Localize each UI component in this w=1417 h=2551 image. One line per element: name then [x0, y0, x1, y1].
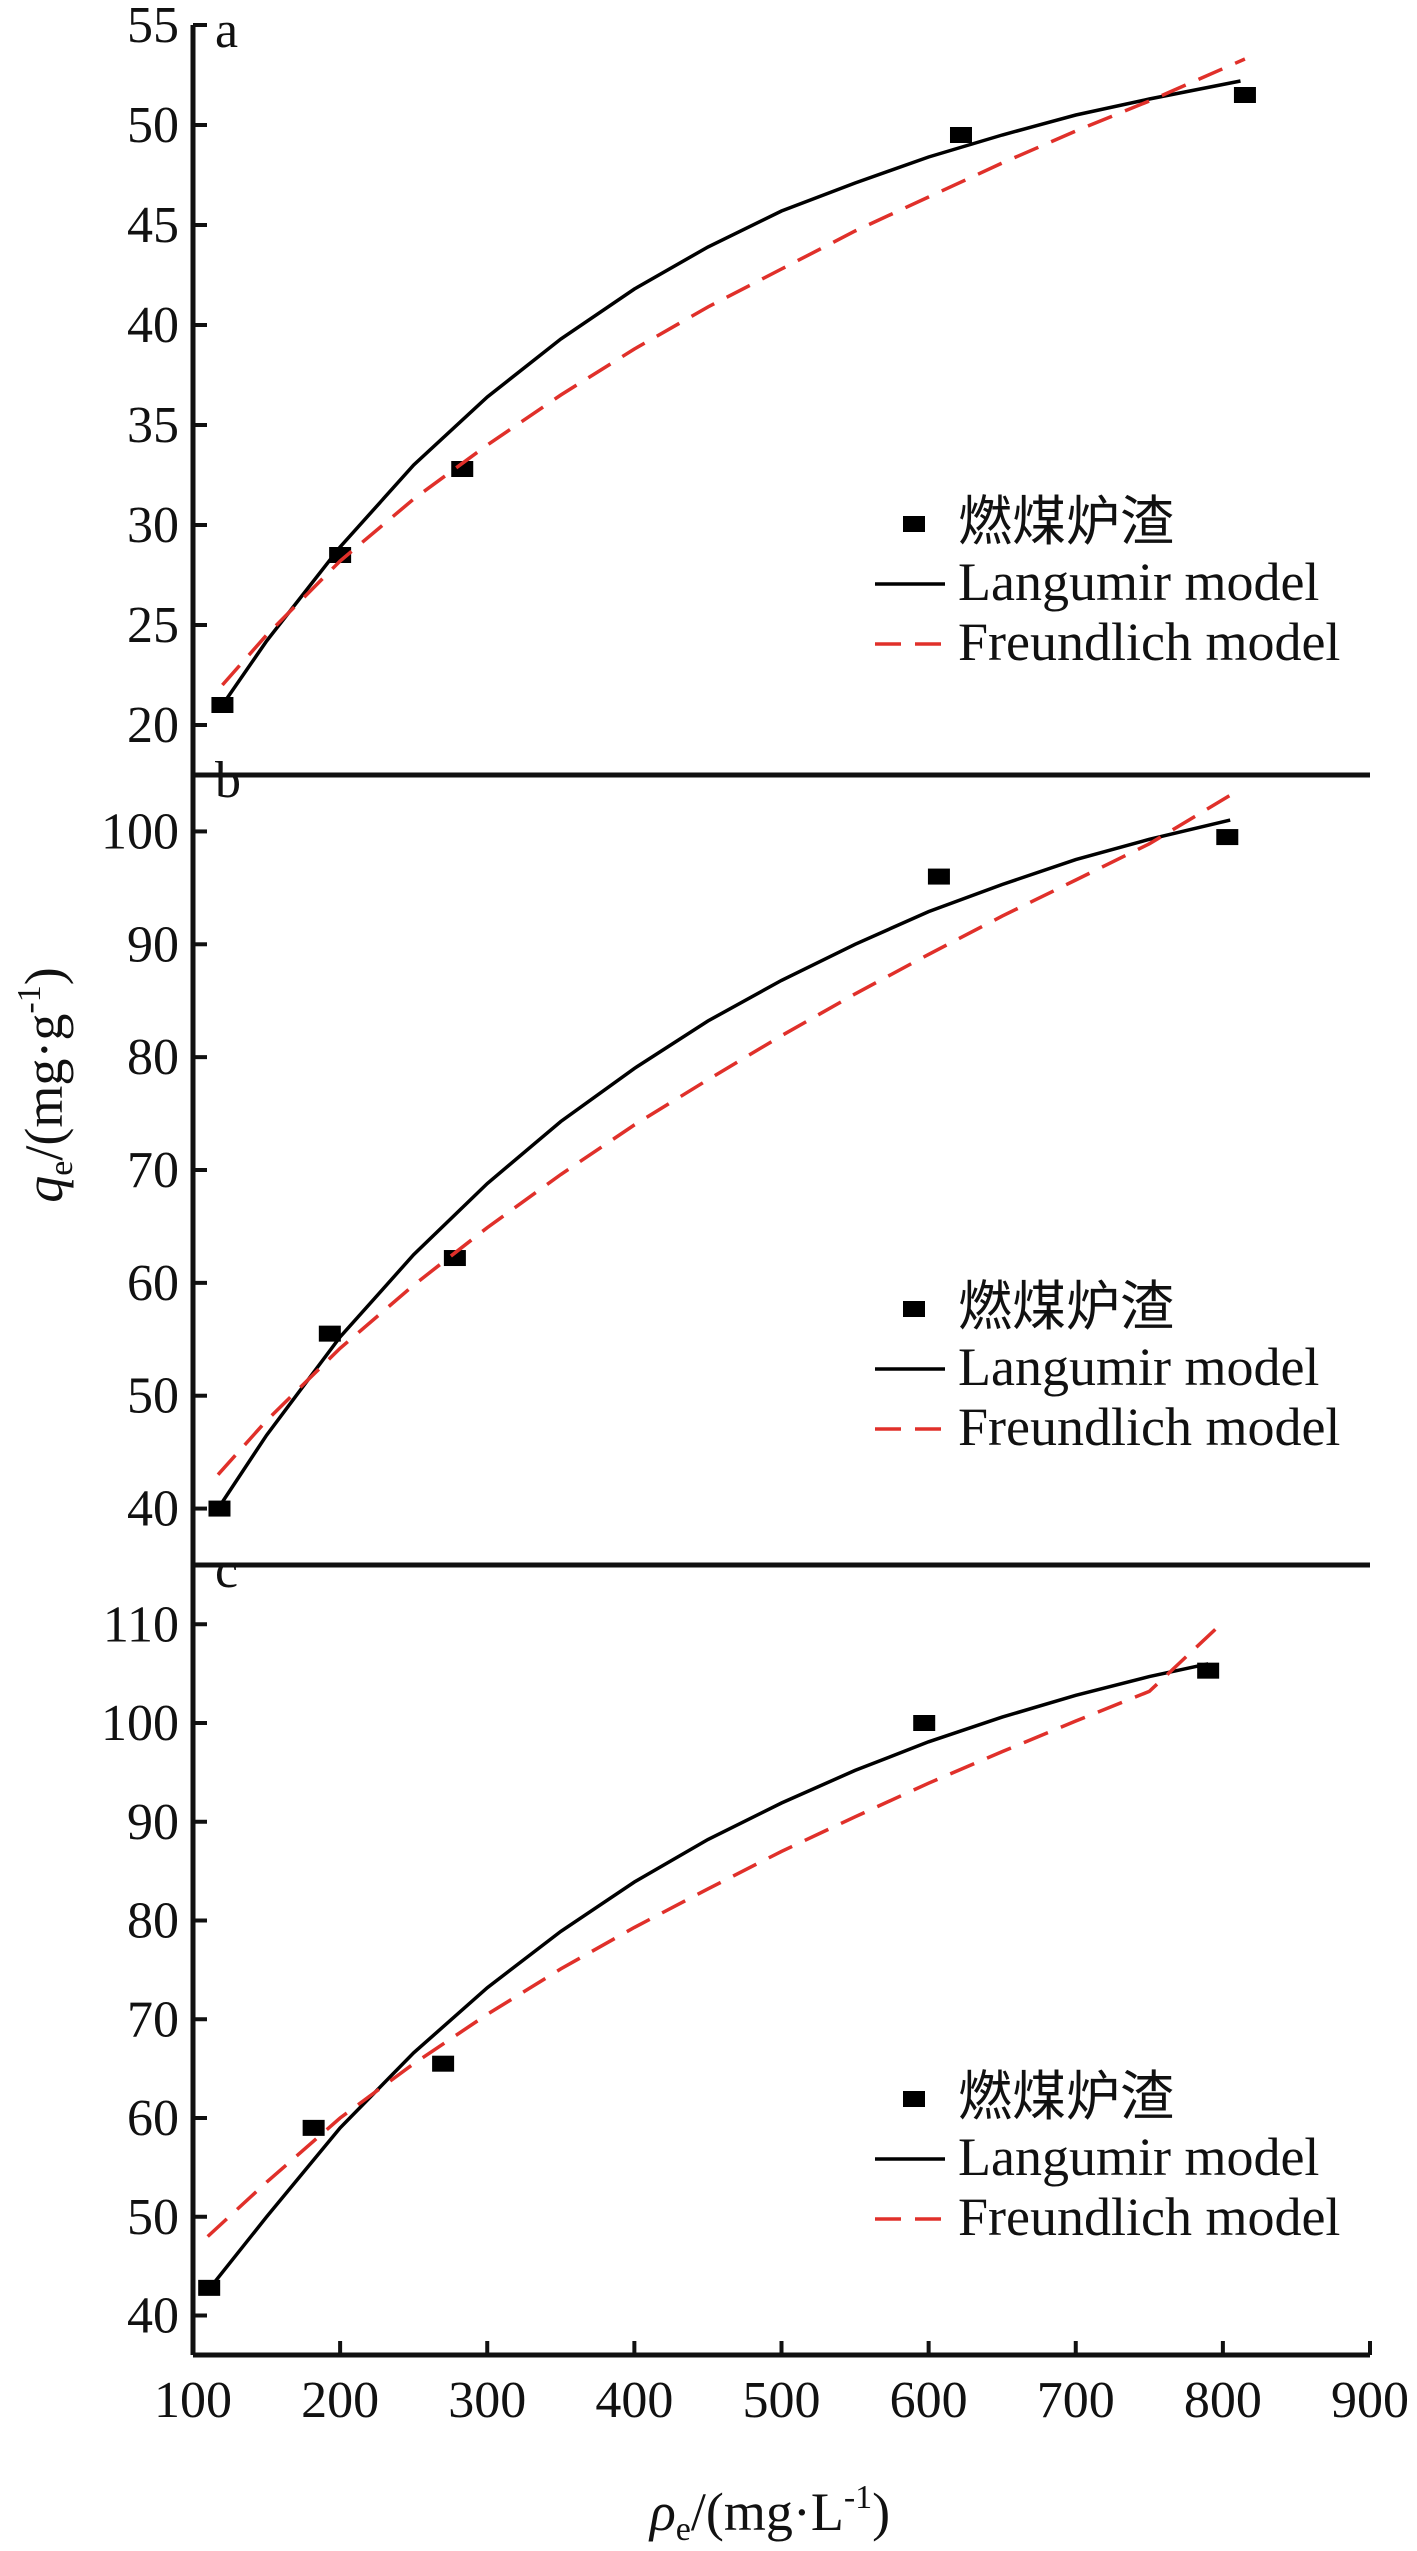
panel-letter: c — [215, 1542, 238, 1599]
x-tick-label: 800 — [1184, 2372, 1262, 2429]
langmuir-curve — [206, 1662, 1209, 2292]
panel-letter: a — [215, 2, 238, 59]
y-axis-title: qe/(mg·g-1) — [11, 967, 80, 1202]
y-tick-label: 40 — [127, 2288, 179, 2345]
legend-label: Freundlich model — [958, 1397, 1340, 1457]
freundlich-curve — [206, 1627, 1217, 2238]
x-tick-label: 100 — [154, 2372, 232, 2429]
y-axis-sub: e — [43, 1161, 80, 1176]
y-tick-label: 80 — [127, 1893, 179, 1950]
y-tick-label: 25 — [127, 597, 179, 654]
y-axis-sup: -1 — [11, 985, 48, 1013]
y-tick-label: 40 — [127, 1481, 179, 1538]
legend-label: 燃煤炉渣 — [958, 492, 1174, 552]
data-point — [451, 461, 474, 477]
y-tick-label: 40 — [127, 297, 179, 354]
y-tick-label: 55 — [127, 0, 179, 54]
legend-label: Freundlich model — [958, 2187, 1340, 2247]
x-tick-label: 900 — [1331, 2372, 1409, 2429]
x-tick-label: 400 — [595, 2372, 673, 2429]
x-tick-label: 700 — [1037, 2372, 1115, 2429]
y-tick-label: 100 — [101, 803, 179, 860]
freundlich-curve — [221, 57, 1246, 687]
legend-label: Freundlich model — [958, 612, 1340, 672]
data-point — [1216, 829, 1239, 846]
y-tick-label: 80 — [127, 1029, 179, 1086]
data-point — [927, 868, 950, 885]
x-axis-unit-pre: /(mg·L — [691, 2482, 844, 2542]
legend-label: Langumir model — [958, 1337, 1319, 1397]
y-axis-unit-post: ) — [14, 967, 74, 985]
legend-label: 燃煤炉渣 — [958, 1277, 1174, 1337]
x-tick-label: 300 — [448, 2372, 526, 2429]
y-axis-unit-pre: /(mg·g — [14, 1014, 74, 1161]
panel-letter: b — [215, 752, 241, 809]
x-axis-unit-post: ) — [872, 2482, 890, 2542]
data-point — [443, 1250, 466, 1267]
legend-label: Langumir model — [958, 2127, 1319, 2187]
x-tick-label: 600 — [890, 2372, 968, 2429]
x-axis-symbol: ρ — [648, 2482, 676, 2542]
legend-marker-points — [903, 2091, 925, 2107]
y-tick-label: 50 — [127, 2189, 179, 2246]
y-tick-label: 60 — [127, 2090, 179, 2147]
legend-label: 燃煤炉渣 — [958, 2067, 1174, 2127]
legend-label: Langumir model — [958, 552, 1319, 612]
y-tick-label: 50 — [127, 97, 179, 154]
y-tick-label: 110 — [103, 1596, 179, 1653]
data-point — [329, 547, 352, 563]
legend-marker-points — [903, 516, 925, 532]
data-point — [302, 2119, 325, 2136]
y-tick-label: 90 — [127, 1794, 179, 1851]
y-tick-label: 30 — [127, 497, 179, 554]
y-tick-label: 90 — [127, 916, 179, 973]
y-tick-label: 100 — [101, 1695, 179, 1752]
data-point — [913, 1715, 936, 1731]
x-tick-label: 500 — [743, 2372, 821, 2429]
y-axis-symbol: q — [14, 1176, 74, 1203]
y-tick-label: 70 — [127, 1142, 179, 1199]
y-tick-label: 20 — [127, 697, 179, 754]
legend-marker-points — [903, 1301, 925, 1317]
langmuir-curve — [216, 818, 1231, 1510]
x-axis-sub: e — [676, 2511, 691, 2548]
data-point — [318, 1325, 341, 1342]
x-axis-sup: -1 — [844, 2479, 872, 2516]
y-tick-label: 35 — [127, 397, 179, 454]
data-point — [432, 2055, 455, 2072]
y-tick-label: 60 — [127, 1255, 179, 1312]
x-tick-label: 200 — [301, 2372, 379, 2429]
data-point — [1233, 87, 1256, 103]
y-tick-label: 45 — [127, 197, 179, 254]
langmuir-curve — [220, 79, 1241, 706]
y-tick-label: 70 — [127, 1991, 179, 2048]
y-tick-label: 50 — [127, 1368, 179, 1425]
freundlich-curve — [216, 793, 1232, 1476]
x-axis-title: ρe/(mg·L-1) — [648, 2479, 890, 2548]
data-point — [949, 127, 972, 143]
